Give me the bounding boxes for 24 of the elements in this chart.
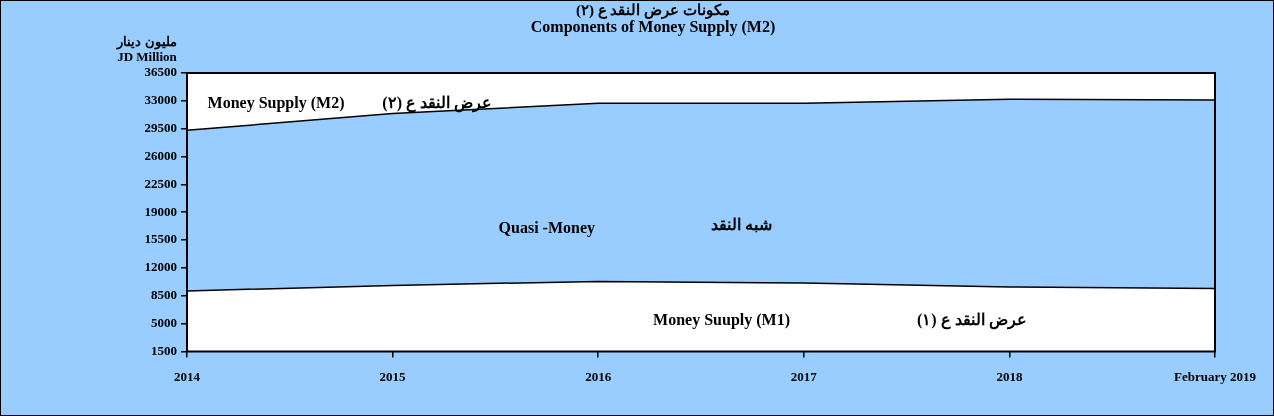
y-tick-label: 26000	[144, 147, 177, 163]
y-tick-label: 12000	[144, 259, 177, 275]
annotation: شبه النقد	[711, 216, 773, 234]
x-tick-label: 2018	[996, 368, 1023, 384]
series-label: Money Suuply (M1)	[653, 310, 791, 329]
x-tick-label: February 2019	[1174, 368, 1257, 384]
chart-title: مكونات عرض النقد ع (٢)	[576, 1, 730, 19]
annotation: عرض النقد ع (١)	[916, 310, 1027, 330]
y-tick-label: 33000	[144, 92, 177, 108]
annotation: Money Supply (M2)	[207, 93, 345, 112]
y-tick-label: 36500	[144, 64, 177, 80]
y-tick-label: 8500	[151, 287, 177, 303]
x-tick-label: 2014	[174, 368, 201, 384]
y-tick-label: 1500	[151, 342, 177, 358]
x-tick-label: 2015	[379, 368, 407, 384]
chart-subtitle: Components of Money Supply (M2)	[530, 18, 776, 37]
y-tick-label: 22500	[144, 175, 177, 191]
x-tick-label: 2017	[790, 368, 818, 384]
y-tick-label: 29500	[144, 120, 177, 136]
y-tick-label: 15500	[144, 231, 177, 247]
x-tick-label: 2016	[585, 368, 612, 384]
series-label: Quasi -Money	[498, 219, 596, 238]
y-tick-label: 5000	[151, 314, 177, 330]
y-tick-label: 19000	[144, 203, 177, 219]
